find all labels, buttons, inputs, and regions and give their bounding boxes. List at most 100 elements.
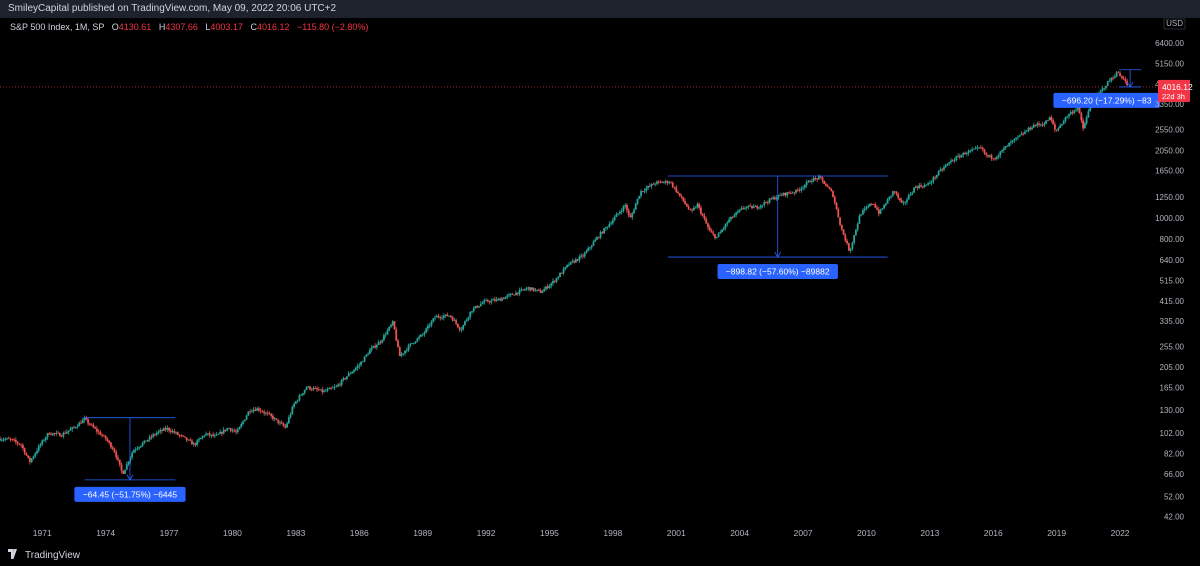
candle-body	[368, 350, 371, 355]
candle-body	[305, 387, 308, 390]
candle-body	[721, 229, 723, 232]
price-tick-label: 2550.00	[1155, 126, 1184, 135]
candle-body	[821, 177, 824, 181]
price-tick-label: 2050.00	[1155, 146, 1184, 155]
candle-body	[832, 191, 834, 197]
candle-body	[471, 311, 473, 313]
candle-body	[925, 184, 928, 186]
candle-body	[162, 428, 165, 431]
candle-body	[559, 273, 561, 277]
candle-body	[967, 150, 970, 154]
time-tick-label: 1989	[413, 528, 432, 538]
candle-body	[219, 431, 222, 434]
candle-body	[377, 342, 380, 346]
candle-body	[428, 325, 431, 327]
candle-body	[807, 180, 810, 183]
candle-body	[846, 240, 848, 244]
footer	[0, 544, 1200, 566]
tradingview-logo[interactable]: TradingView	[8, 549, 80, 561]
price-tick-label: 640.00	[1160, 256, 1185, 265]
price-tick-label: 1650.00	[1155, 167, 1184, 176]
candle-body	[574, 259, 577, 263]
candle-body	[798, 190, 801, 191]
candle-body	[184, 436, 186, 438]
candle-body	[971, 149, 974, 151]
candle-body	[648, 185, 651, 187]
candle-body	[585, 250, 588, 254]
price-axis[interactable]: USD 42.00 52.00 66.00 82.00 102.00 130.00 165.0…	[1155, 18, 1193, 522]
candle-body	[215, 434, 218, 436]
candle-body	[545, 286, 547, 290]
candle-body	[157, 431, 160, 433]
candle-body	[194, 443, 197, 445]
candle-body	[474, 306, 477, 309]
candle-body	[390, 324, 392, 327]
candle-body	[90, 424, 93, 426]
candle-body	[601, 232, 604, 234]
candle-body	[987, 154, 989, 157]
candle-body	[680, 195, 683, 198]
candle-body	[337, 384, 340, 387]
candle-body	[992, 158, 995, 160]
candle-body	[647, 185, 649, 189]
measure-label: −696.20 (−17.29%) −83	[1062, 95, 1152, 105]
candle-body	[43, 440, 45, 441]
candle-body	[522, 289, 524, 291]
open-value: 4130.61	[118, 22, 152, 32]
candle-body	[245, 415, 248, 420]
time-axis[interactable]: 1971 1974 1977 1980 1983 1986 1989 1992 1995 1998…	[33, 528, 1130, 538]
time-tick-label: 1986	[350, 528, 369, 538]
price-chart[interactable]: −64.45 (−51.75%) −6445 −898.82 (−57.60%) …	[0, 18, 1200, 544]
candle-body	[85, 417, 88, 420]
candle-body	[435, 316, 438, 318]
candle-body	[941, 169, 944, 171]
candle-body	[20, 444, 23, 446]
candle-body	[781, 194, 783, 196]
candle-body	[370, 347, 373, 351]
candle-body	[766, 202, 769, 204]
candle-body	[478, 306, 480, 308]
candle-body	[985, 153, 988, 155]
candle-body	[610, 223, 613, 225]
candle-body	[356, 366, 359, 369]
candle-body	[703, 215, 706, 219]
candle-body	[964, 152, 966, 155]
price-tick-label: 66.00	[1164, 470, 1185, 479]
candle-body	[530, 287, 533, 291]
candle-body	[451, 316, 454, 321]
candle-body	[856, 223, 859, 230]
candle-body	[775, 197, 778, 200]
candle-body	[1015, 137, 1018, 140]
candle-body	[154, 434, 156, 436]
time-tick-label: 2016	[984, 528, 1003, 538]
candle-body	[863, 208, 866, 211]
candle-body	[231, 430, 234, 432]
candle-body	[289, 413, 292, 418]
candle-body	[259, 410, 262, 412]
candle-body	[115, 452, 118, 458]
candle-body	[640, 191, 642, 196]
candle-body	[696, 203, 699, 208]
candle-body	[597, 237, 600, 239]
candle-body	[13, 439, 15, 441]
candle-body	[272, 415, 274, 420]
time-tick-label: 2001	[667, 528, 686, 538]
candle-body	[50, 434, 52, 436]
candle-body	[36, 450, 38, 454]
candle-body	[1101, 88, 1104, 91]
candle-body	[242, 421, 244, 424]
candle-body	[772, 197, 775, 199]
time-tick-label: 1971	[33, 528, 52, 538]
candle-body	[191, 440, 193, 445]
candle-body	[962, 152, 965, 156]
candle-body	[1022, 133, 1025, 135]
candle-body	[853, 235, 856, 243]
candle-body	[733, 215, 736, 218]
candle-body	[1025, 130, 1028, 132]
candle-body	[620, 210, 623, 212]
candle-body	[444, 314, 447, 316]
candle-body	[1039, 124, 1042, 126]
candle-body	[247, 411, 250, 416]
candle-body	[127, 461, 130, 465]
price-tick-label: 5150.00	[1155, 59, 1184, 68]
